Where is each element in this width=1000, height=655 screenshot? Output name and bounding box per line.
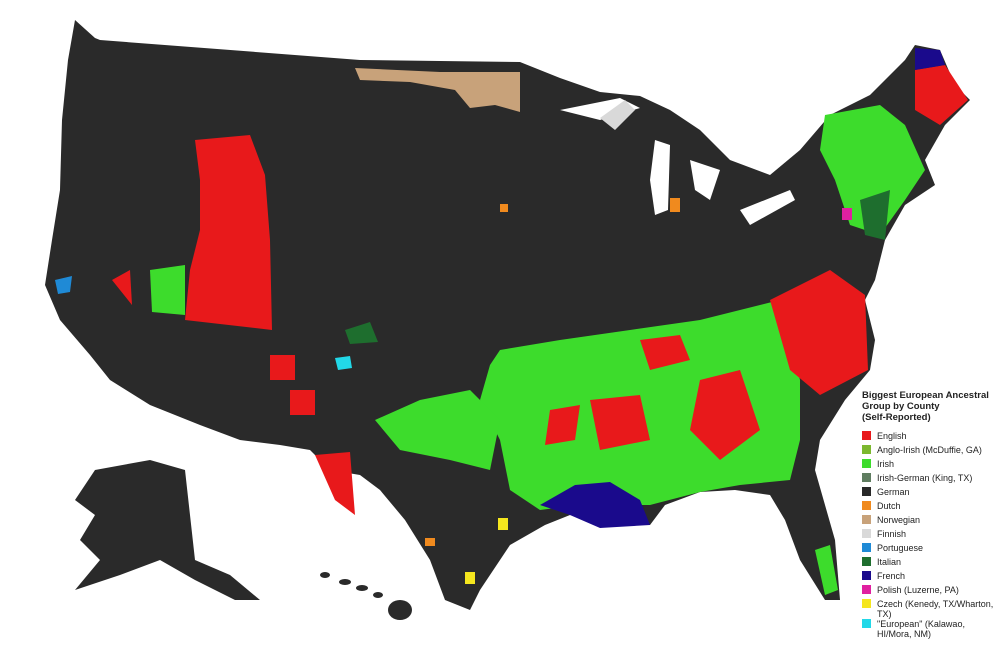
legend-label: Anglo-Irish (McDuffie, GA): [877, 445, 982, 455]
legend: Biggest European Ancestral Group by Coun…: [862, 390, 1000, 639]
legend-entry: Irish: [862, 459, 1000, 473]
legend-swatch: [862, 501, 871, 510]
legend-swatch: [862, 619, 871, 628]
legend-label: German: [877, 487, 910, 497]
legend-swatch: [862, 431, 871, 440]
legend-swatch: [862, 473, 871, 482]
legend-label: Norwegian: [877, 515, 921, 525]
legend-entry: Finnish: [862, 529, 1000, 543]
irish-florida: [815, 545, 838, 595]
legend-entry: Portuguese: [862, 543, 1000, 557]
legend-swatch: [862, 487, 871, 496]
legend-title-line: (Self-Reported): [862, 412, 931, 423]
european: [335, 356, 352, 370]
polish: [842, 208, 852, 220]
legend-title-line: Biggest European Ancestral: [862, 390, 989, 401]
legend-label: Czech (Kenedy, TX/Wharton, TX): [877, 599, 994, 619]
english-maine: [915, 65, 968, 125]
english-west: [185, 135, 272, 330]
legend-swatch: [862, 585, 871, 594]
legend-swatch: [862, 599, 871, 608]
english-nevada: [112, 270, 132, 305]
legend-swatch: [862, 459, 871, 468]
legend-title: Biggest European Ancestral Group by Coun…: [862, 390, 1000, 423]
legend-entry: Czech (Kenedy, TX/Wharton, TX): [862, 599, 1000, 619]
legend-entry: Italian: [862, 557, 1000, 571]
legend-label: Portuguese: [877, 543, 924, 553]
portuguese: [55, 276, 72, 294]
legend-label: English: [877, 431, 907, 441]
legend-entry: German: [862, 487, 1000, 501]
legend-label: Polish (Luzerne, PA): [877, 585, 959, 595]
norwegian: [355, 68, 520, 112]
legend-label: Finnish: [877, 529, 907, 539]
legend-label: French: [877, 571, 906, 581]
french-maine: [915, 48, 945, 70]
legend-swatch: [862, 445, 871, 454]
legend-swatch: [862, 529, 871, 538]
legend-entry: Anglo-Irish (McDuffie, GA): [862, 445, 1000, 459]
legend-swatch: [862, 571, 871, 580]
irish-west: [150, 265, 185, 315]
legend-label: Dutch: [877, 501, 901, 511]
czech: [465, 518, 508, 584]
legend-swatch: [862, 543, 871, 552]
irish-northeast: [820, 105, 925, 235]
legend-label: Irish-German (King, TX): [877, 473, 973, 483]
english-south: [545, 335, 760, 460]
legend-entry: Dutch: [862, 501, 1000, 515]
alaska: [75, 460, 260, 600]
legend-entry: "European" (Kalawao, HI/Mora, NM): [862, 619, 1000, 639]
legend-swatch: [862, 515, 871, 524]
legend-label: Irish: [877, 459, 895, 469]
hawaii: [320, 572, 412, 620]
finnish: [600, 100, 635, 130]
legend-title-line: Group by County: [862, 401, 940, 412]
legend-label: "European" (Kalawao, HI/Mora, NM): [877, 619, 965, 639]
legend-label: Italian: [877, 557, 902, 567]
english-virginia: [770, 270, 868, 395]
legend-entry: Irish-German (King, TX): [862, 473, 1000, 487]
irish-texas: [375, 390, 500, 470]
legend-entry: Norwegian: [862, 515, 1000, 529]
french-louisiana: [540, 482, 650, 528]
legend-entries: English Anglo-Irish (McDuffie, GA) Irish Ir…: [862, 431, 1000, 639]
legend-entry: English: [862, 431, 1000, 445]
english-southwest: [270, 355, 355, 515]
legend-swatch: [862, 557, 871, 566]
italian-colorado: [345, 322, 378, 344]
great-lakes: [560, 98, 795, 225]
italian-northeast: [860, 190, 890, 240]
legend-entry: French: [862, 571, 1000, 585]
legend-entry: Polish (Luzerne, PA): [862, 585, 1000, 599]
